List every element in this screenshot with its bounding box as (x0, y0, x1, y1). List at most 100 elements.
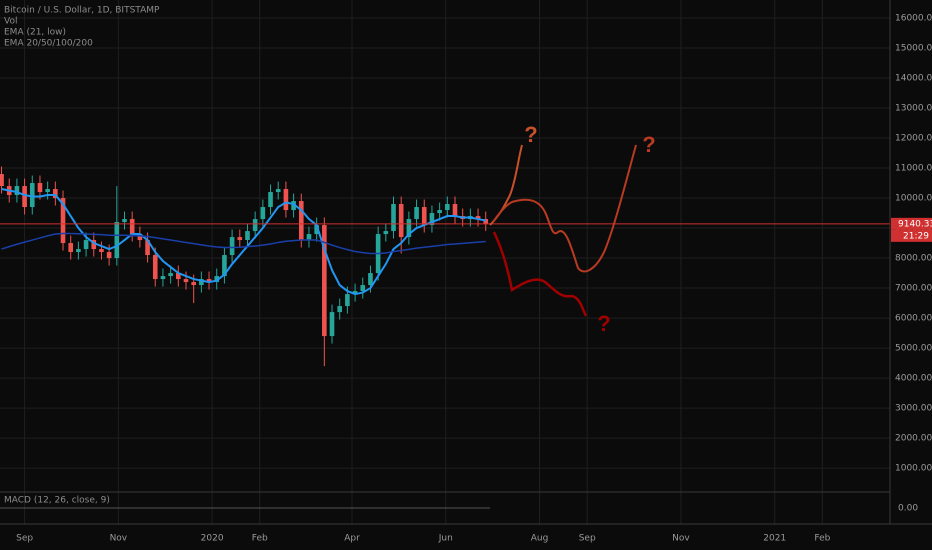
candle-body (76, 249, 81, 253)
candle-body (345, 294, 350, 307)
candle-body (37, 183, 43, 193)
macd-tick-label: 0.00 (898, 504, 918, 514)
y-tick-label: 16000.00 (895, 14, 932, 24)
candle-body (99, 249, 104, 253)
candle-body (83, 240, 89, 250)
x-tick-label: Jun (438, 534, 453, 544)
annotation: ? (597, 311, 610, 336)
candle-body (437, 210, 442, 214)
candle-body (106, 252, 112, 259)
candle-body (283, 189, 289, 211)
candle-body (229, 237, 235, 256)
last-price-box (891, 217, 932, 230)
candle-body (452, 204, 458, 217)
candle-body (14, 186, 20, 196)
chart-title: Bitcoin / U.S. Dollar, 1D, BITSTAMP (4, 6, 160, 16)
candle-body (368, 273, 373, 286)
x-tick-label: Sep (16, 534, 33, 544)
y-tick-label: 11000.00 (895, 164, 932, 174)
candle-body (91, 240, 97, 250)
candle-body (129, 219, 135, 235)
candle-body (206, 279, 212, 283)
candle-body (45, 189, 50, 193)
candle-body (414, 207, 419, 220)
candle-body (298, 201, 304, 241)
x-tick-label: Nov (672, 534, 690, 544)
candle-body (252, 219, 258, 232)
candle-body (191, 282, 196, 286)
candle-body (53, 189, 58, 199)
candle-body (352, 291, 358, 295)
candle-body (68, 243, 74, 253)
candle-body (0, 174, 4, 187)
x-tick-label: Feb (814, 534, 830, 544)
candle-body (483, 219, 489, 224)
y-tick-label: 4000.00 (895, 374, 932, 384)
y-tick-label: 15000.00 (895, 44, 932, 54)
y-tick-label: 1000.00 (895, 464, 932, 474)
candle-body (360, 285, 366, 292)
candle-body (291, 201, 296, 211)
candle-body (245, 231, 250, 241)
y-tick-label: 13000.00 (895, 104, 932, 114)
candle-body (214, 276, 220, 283)
y-tick-label: 12000.00 (895, 134, 932, 144)
candle-body (314, 225, 319, 235)
candle-body (391, 204, 396, 232)
y-tick-label: 8000.00 (895, 254, 932, 264)
candle-body (260, 207, 266, 220)
candle-body (268, 192, 273, 208)
candle-body (168, 273, 173, 277)
candle-body (222, 255, 227, 277)
annotation: ? (642, 132, 655, 157)
x-tick-label: Nov (110, 534, 128, 544)
y-tick-label: 6000.00 (895, 314, 932, 324)
legend-item: Vol (4, 17, 17, 27)
grid (0, 0, 890, 524)
x-tick-label: Feb (252, 534, 268, 544)
candle-body (137, 234, 143, 241)
candle-body (275, 189, 281, 193)
candle-body (383, 231, 389, 235)
candle-body (306, 234, 312, 241)
scenario-down (492, 231, 588, 317)
candle-body (406, 219, 412, 238)
legend-item: EMA 20/50/100/200 (4, 39, 93, 49)
candle-body (429, 213, 435, 226)
candle-body (145, 240, 150, 256)
candle-body (329, 312, 335, 337)
candle-body (199, 279, 204, 286)
candle-body (176, 273, 181, 280)
x-tick-label: Sep (579, 534, 596, 544)
x-tick-label: Aug (531, 534, 549, 544)
candle-body (22, 186, 27, 208)
candle-body (322, 225, 327, 337)
candle-body (60, 198, 66, 244)
y-tick-label: 3000.00 (895, 404, 932, 414)
x-tick-label: Apr (344, 534, 360, 544)
x-tick-label: 2020 (201, 534, 224, 544)
marks (0, 166, 890, 367)
candle-body (152, 255, 158, 280)
y-tick-label: 14000.00 (895, 74, 932, 84)
last-price-label: 9140.33 (898, 219, 932, 229)
legend-item: EMA (21, low) (4, 28, 66, 38)
macd-title: MACD (12, 26, close, 9) (4, 496, 110, 506)
candle-body (29, 183, 35, 208)
candle-body (122, 219, 127, 223)
candle-body (114, 222, 120, 259)
annotation: ? (524, 122, 537, 147)
y-tick-label: 10000.00 (895, 194, 932, 204)
candle-body (337, 306, 343, 313)
y-tick-label: 7000.00 (895, 284, 932, 294)
ema-line (1, 188, 486, 296)
countdown-box (891, 229, 932, 242)
candle-body (445, 204, 450, 211)
candle-body (475, 216, 481, 220)
scenario-mid (492, 144, 637, 273)
candle-body (237, 237, 243, 241)
candle-body (160, 276, 166, 280)
